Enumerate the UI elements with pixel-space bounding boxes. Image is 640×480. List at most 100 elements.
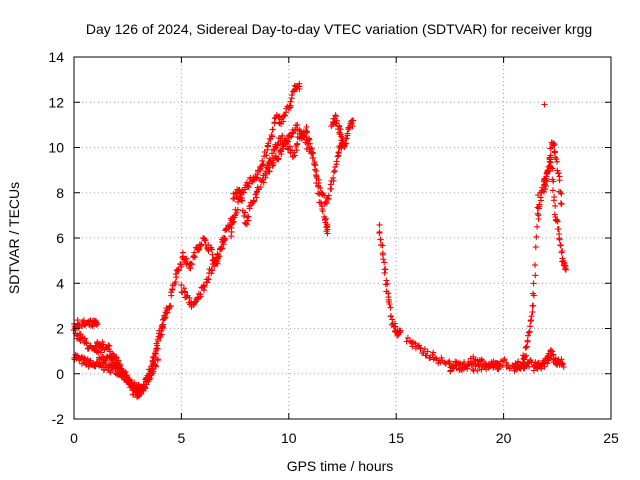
x-tick-label: 5 [178, 430, 186, 446]
data-point [289, 130, 296, 137]
data-point [291, 152, 298, 159]
data-point [293, 84, 300, 91]
x-axis-title: GPS time / hours [287, 458, 394, 474]
data-point [552, 355, 559, 362]
data-point [530, 302, 537, 309]
data-point [157, 334, 164, 341]
data-point [251, 198, 257, 205]
data-point [205, 275, 212, 282]
data-point [553, 156, 560, 163]
data-point [525, 329, 532, 336]
data-point [196, 294, 203, 301]
data-point [430, 349, 437, 356]
data-point [535, 212, 542, 219]
data-point [519, 363, 526, 369]
data-point [552, 202, 559, 209]
data-point [214, 251, 221, 258]
data-point [93, 321, 100, 328]
x-tick-label: 15 [388, 430, 404, 446]
data-point [381, 269, 388, 276]
data-point [303, 137, 310, 144]
data-point [269, 126, 276, 133]
data-point [294, 141, 301, 148]
data-point [469, 361, 476, 368]
data-point [278, 148, 285, 155]
y-tick-label: -2 [52, 411, 65, 427]
y-tick-label: 4 [56, 275, 64, 291]
data-point [253, 175, 260, 182]
data-point [260, 161, 267, 167]
data-point [389, 316, 396, 323]
data-point [175, 267, 182, 274]
data-point [293, 147, 300, 154]
data-point [376, 230, 383, 236]
data-point [533, 233, 540, 240]
data-point [143, 378, 149, 385]
data-point [550, 178, 557, 185]
data-point [330, 177, 337, 184]
data-point [177, 260, 184, 267]
data-point [313, 168, 320, 174]
data-point [305, 140, 312, 147]
data-point [242, 186, 249, 193]
data-point [262, 174, 269, 181]
data-point [562, 266, 569, 273]
data-point [545, 163, 552, 170]
data-point [558, 201, 565, 208]
data-point [551, 141, 558, 148]
data-point [154, 345, 161, 352]
data-point [107, 369, 114, 376]
y-tick-label: 6 [56, 230, 64, 246]
data-point [341, 144, 348, 150]
data-point [519, 359, 526, 366]
data-point [430, 356, 437, 363]
data-point [239, 197, 246, 204]
data-point [228, 224, 235, 231]
data-point [167, 302, 174, 309]
axis-ticks: 0 5 10 15 20 25 -2 0 2 4 6 8 10 12 14 [48, 49, 619, 446]
data-point [270, 161, 277, 168]
data-point [315, 180, 322, 187]
data-point [236, 187, 243, 194]
data-point [558, 249, 565, 256]
data-point [381, 259, 388, 266]
data-point [245, 213, 252, 220]
data-point [310, 154, 317, 161]
data-point [524, 338, 531, 345]
data-point [334, 153, 341, 160]
data-point [557, 242, 564, 248]
data-point [530, 280, 537, 287]
data-point [191, 254, 198, 261]
data-point [523, 343, 530, 350]
data-point [337, 126, 344, 133]
data-point [269, 154, 276, 161]
data-point [150, 354, 156, 361]
data-point [221, 235, 228, 241]
data-point [550, 142, 557, 149]
data-point [303, 124, 310, 130]
y-tick-label: 0 [56, 366, 64, 382]
data-point [558, 190, 565, 197]
data-point [180, 285, 187, 292]
data-point [260, 179, 267, 186]
data-point [162, 309, 169, 316]
data-point [244, 214, 251, 221]
data-point [409, 343, 416, 350]
data-point [296, 83, 303, 90]
data-point [480, 357, 486, 364]
data-point [319, 208, 326, 215]
data-point [300, 133, 307, 139]
data-point [135, 382, 142, 388]
data-point [345, 126, 352, 133]
data-point [554, 218, 561, 225]
data-point [550, 197, 557, 204]
data-point [311, 161, 318, 168]
data-point [554, 158, 561, 165]
data-point [264, 143, 271, 150]
data-point [263, 152, 270, 159]
data-point [534, 223, 541, 230]
data-point [177, 261, 184, 268]
data-point [149, 365, 155, 372]
data-point [233, 209, 240, 216]
